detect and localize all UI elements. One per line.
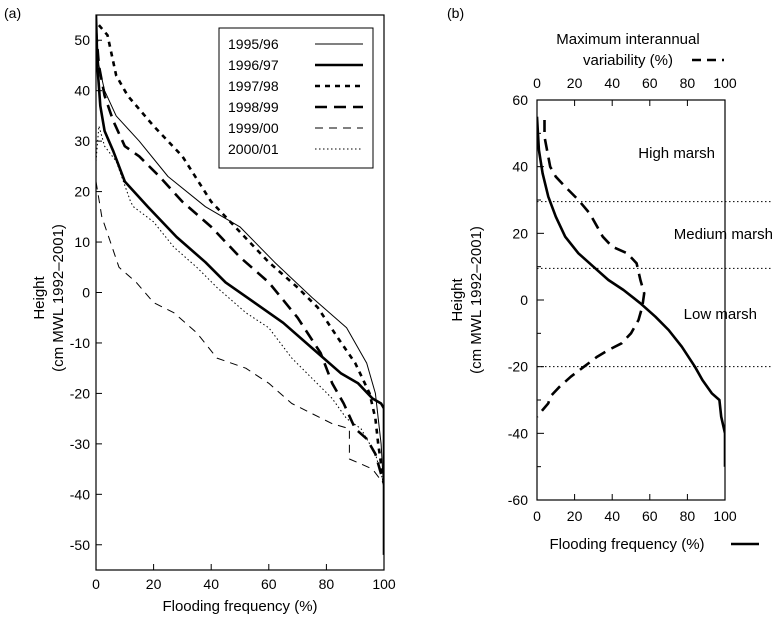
x-tick-label: 0 [92,576,100,592]
panel-a-y-axis-label-line-2: (cm MWL 1992–2001) [50,224,67,372]
x-tick-label: 0 [533,508,541,524]
top-x-tick-label: 0 [533,75,541,91]
series-line-flooding-frequency [537,116,725,467]
panel-b-y-axis: -60 -40 -20 0 20 40 60 [508,92,544,508]
y-tick-label: -10 [70,335,90,351]
y-tick-label: -30 [70,436,90,452]
top-x-tick-label: 20 [567,75,583,91]
panel-b: (b) -60 -40 -20 0 20 40 60 0 20 40 60 80 100 0 20 40 6… [447,5,773,553]
y-tick-label: 20 [74,184,90,200]
x-tick-label: 80 [319,576,335,592]
y-tick-label: -60 [508,492,528,508]
x-tick-label: 20 [567,508,583,524]
panel-b-x-axis: 0 20 40 60 80 100 [533,494,737,524]
x-tick-label: 40 [203,576,219,592]
x-tick-label: 100 [713,508,737,524]
panel-b-x-axis-label: Flooding frequency (%) [549,536,704,553]
panel-a-y-axis-label: Height (cm MWL 1992–2001) [31,224,67,372]
panel-b-y-axis-label-line-2: (cm MWL 1992–2001) [468,226,485,374]
panel-a-y-axis: -50 -40 -30 -20 -10 0 10 20 30 40 50 [70,32,102,553]
top-x-tick-label: 60 [642,75,658,91]
series-line-1995-96 [96,30,384,555]
top-x-tick-label: 80 [680,75,696,91]
y-tick-label: 10 [74,234,90,250]
panel-a-x-axis: 0 20 40 60 80 100 [92,564,396,592]
panel-b-y-axis-label-line-1: Height [449,277,466,321]
y-tick-label: 0 [520,292,528,308]
panel-b-y-axis-label: Height (cm MWL 1992–2001) [449,226,485,374]
y-tick-label: -40 [70,486,90,502]
legend-label-1999-00: 1999/00 [228,120,279,136]
x-tick-label: 60 [261,576,277,592]
x-tick-label: 20 [146,576,162,592]
legend-box [218,27,374,169]
legend-label-2000-01: 2000/01 [228,141,279,157]
series-line-2000-01 [96,125,384,485]
zone-label-medium-marsh: Medium marsh [674,226,773,243]
zone-label-low-marsh: Low marsh [684,306,757,323]
panel-a-y-axis-label-line-1: Height [31,275,48,319]
panel-b-label: (b) [447,5,464,21]
y-tick-label: 50 [74,32,90,48]
x-tick-label: 80 [680,508,696,524]
panel-a-series [96,15,384,555]
top-x-tick-label: 40 [604,75,620,91]
top-x-tick-label: 100 [713,75,737,91]
panel-b-zone-boundaries [537,201,773,368]
y-tick-label: -20 [508,359,528,375]
y-tick-label: 0 [82,285,90,301]
zone-label-high-marsh: High marsh [638,145,715,162]
x-tick-label: 60 [642,508,658,524]
panel-b-top-axis-label-line-1: Maximum interannual [556,31,699,48]
y-tick-label: -20 [70,385,90,401]
y-tick-label: -50 [70,537,90,553]
series-line-1999-00 [96,181,384,485]
panel-b-series [537,116,725,467]
legend-label-1995-96: 1995/96 [228,36,279,52]
series-line-maximum-interannual-variability [537,120,646,418]
series-line-1997-98 [97,24,384,485]
y-tick-label: 20 [512,225,528,241]
legend-label-1998-99: 1998/99 [228,99,279,115]
y-tick-label: -40 [508,425,528,441]
panel-a-legend: 1995/96 1996/97 1997/98 1998/99 1999/00 2000/… [218,27,374,169]
y-tick-label: 30 [74,133,90,149]
panel-a-label: (a) [4,5,21,21]
y-tick-label: 60 [512,92,528,108]
panel-a: (a) -50 -40 -30 -20 -10 0 10 20 30 40 50 0 20 40 60 80… [4,5,396,615]
legend-label-1997-98: 1997/98 [228,78,279,94]
legend-label-1996-97: 1996/97 [228,57,279,73]
y-tick-label: 40 [74,83,90,99]
y-tick-label: 40 [512,159,528,175]
x-tick-label: 100 [372,576,396,592]
panel-a-x-axis-label: Flooding frequency (%) [162,598,317,615]
series-line-1996-97 [96,15,384,555]
panel-b-top-x-axis: 0 20 40 60 80 100 [533,75,737,106]
panel-b-top-axis-label-line-2: variability (%) [583,52,673,69]
x-tick-label: 40 [604,508,620,524]
